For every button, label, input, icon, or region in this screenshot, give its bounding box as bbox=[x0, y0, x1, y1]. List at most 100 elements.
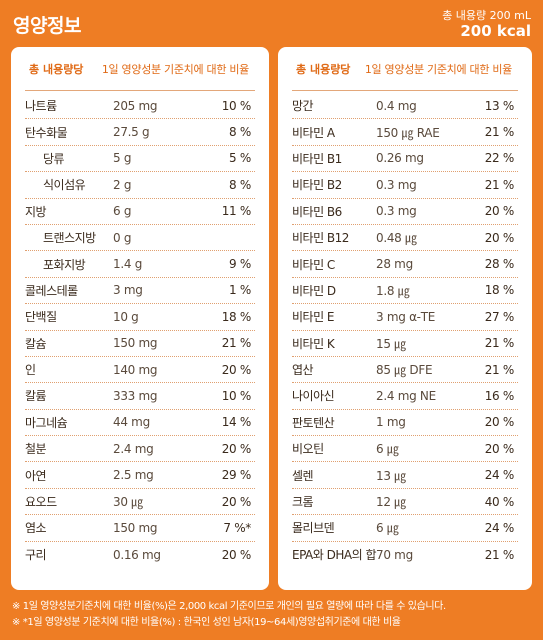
nutrient-percent: 29 % bbox=[221, 468, 252, 483]
nutrient-name: 식이섬유 bbox=[43, 178, 86, 193]
nutrient-amount: 0.4 mg bbox=[376, 98, 417, 113]
nutrient-name: 엽산 bbox=[292, 363, 314, 378]
nutrient-row: 비타민 A 150 ㎍ RAE 21 % bbox=[292, 119, 518, 146]
total-volume-label: 총 내용량 200 mL bbox=[442, 9, 531, 22]
nutrient-name: 콜레스테롤 bbox=[25, 283, 78, 298]
nutrient-amount: 6 g bbox=[113, 204, 132, 219]
footnote-2: ※ *1일 영양성분 기준치에 대한 비율(%) : 한국인 성인 남자(19~… bbox=[12, 617, 401, 628]
nutrient-row: 철분 2.4 mg 20 % bbox=[25, 436, 255, 463]
nutrient-amount: 70 mg bbox=[376, 547, 413, 562]
nutrient-amount: 28 mg bbox=[376, 257, 413, 272]
nutrient-row: 나트륨 205 mg 10 % bbox=[25, 93, 255, 120]
nutrient-percent: 28 % bbox=[484, 257, 515, 272]
nutrient-name: 마그네슘 bbox=[25, 415, 68, 430]
nutrient-amount: 30 ㎍ bbox=[113, 495, 143, 510]
nutrient-list-right: 망간 0.4 mg 13 % 비타민 A 150 ㎍ RAE 21 % 비타민 B1 0.26… bbox=[292, 93, 518, 568]
nutrient-amount: 0 g bbox=[113, 230, 132, 245]
nutrient-percent: 21 % bbox=[484, 336, 515, 351]
nutrient-percent: 20 % bbox=[221, 362, 252, 377]
nutrient-amount: 5 g bbox=[113, 151, 132, 166]
nutrient-amount: 140 mg bbox=[113, 362, 158, 377]
nutrient-name: 염소 bbox=[25, 521, 47, 536]
daily-value-header: 1일 영양성분 기준치에 대한 비율 bbox=[101, 62, 249, 76]
nutrient-row: 칼륨 333 mg 10 % bbox=[25, 383, 255, 410]
nutrient-name: 비타민 B12 bbox=[292, 231, 349, 246]
nutrient-name: 칼륨 bbox=[25, 389, 47, 404]
nutrient-percent: 10 % bbox=[221, 388, 252, 403]
nutrient-name: 탄수화물 bbox=[25, 125, 68, 140]
nutrient-amount: 10 g bbox=[113, 309, 139, 324]
nutrient-amount: 27.5 g bbox=[113, 125, 150, 140]
nutrient-amount: 2.4 mg bbox=[113, 441, 154, 456]
nutrient-percent: 16 % bbox=[484, 388, 515, 403]
nutrient-percent: 10 % bbox=[221, 98, 252, 113]
nutrient-name: 비타민 A bbox=[292, 125, 335, 140]
nutrient-percent: 21 % bbox=[484, 125, 515, 140]
nutrition-table-right: 총 내용량당 1일 영양성분 기준치에 대한 비율 망간 0.4 mg 13 % 비타… bbox=[278, 47, 532, 590]
calories-label: 200 kcal bbox=[460, 22, 531, 40]
nutrient-row: 나이아신 2.4 mg NE 16 % bbox=[292, 383, 518, 410]
nutrient-amount: 85 ㎍ DFE bbox=[376, 363, 433, 378]
nutrient-row: 콜레스테롤 3 mg 1 % bbox=[25, 278, 255, 305]
nutrient-percent: 22 % bbox=[484, 151, 515, 166]
nutrient-name: 칼슘 bbox=[25, 336, 47, 351]
nutrient-percent: 14 % bbox=[221, 415, 252, 430]
nutrient-row: 비타민 E 3 mg α-TE 27 % bbox=[292, 304, 518, 331]
nutrient-percent: 20 % bbox=[221, 441, 252, 456]
nutrient-percent: 21 % bbox=[484, 177, 515, 192]
nutrient-percent: 20 % bbox=[221, 494, 252, 509]
nutrient-percent: 20 % bbox=[484, 415, 515, 430]
nutrient-row: 비오틴 6 ㎍ 20 % bbox=[292, 436, 518, 463]
nutrient-row: 인 140 mg 20 % bbox=[25, 357, 255, 384]
nutrient-amount: 1.8 ㎍ bbox=[376, 283, 410, 298]
total-amount-header: 총 내용량당 bbox=[29, 62, 84, 76]
nutrient-amount: 1.4 g bbox=[113, 257, 143, 272]
nutrient-percent: 5 % bbox=[229, 151, 251, 166]
nutrient-row: EPA와 DHA의 합 70 mg 21 % bbox=[292, 542, 518, 568]
nutrient-name: 비타민 B6 bbox=[292, 204, 342, 219]
nutrient-percent: 18 % bbox=[484, 283, 515, 298]
nutrient-percent: 18 % bbox=[221, 309, 252, 324]
nutrient-amount: 2.5 mg bbox=[113, 468, 154, 483]
nutrient-percent: 7 %* bbox=[223, 520, 251, 535]
nutrient-amount: 12 ㎍ bbox=[376, 495, 406, 510]
nutrient-amount: 150 mg bbox=[113, 336, 158, 351]
nutrient-row: 칼슘 150 mg 21 % bbox=[25, 331, 255, 357]
nutrient-row: 아연 2.5 mg 29 % bbox=[25, 462, 255, 489]
nutrient-percent: 21 % bbox=[484, 547, 515, 562]
nutrient-row: 비타민 B6 0.3 mg 20 % bbox=[292, 199, 518, 225]
nutrient-amount: 0.16 mg bbox=[113, 547, 161, 562]
nutrient-amount: 0.48 ㎍ bbox=[376, 231, 417, 246]
table-header: 총 내용량당 1일 영양성분 기준치에 대한 비율 bbox=[292, 47, 518, 91]
nutrient-name: 크롬 bbox=[292, 495, 314, 510]
nutrient-row: 몰리브덴 6 ㎍ 24 % bbox=[292, 515, 518, 542]
nutrient-row: 식이섬유 2 g 8 % bbox=[25, 172, 255, 199]
nutrient-row: 비타민 B2 0.3 mg 21 % bbox=[292, 172, 518, 199]
nutrient-row: 탄수화물 27.5 g 8 % bbox=[25, 119, 255, 146]
nutrient-amount: 2.4 mg NE bbox=[376, 388, 436, 403]
nutrient-name: 아연 bbox=[25, 468, 47, 483]
nutrient-amount: 333 mg bbox=[113, 388, 158, 403]
nutrient-percent: 21 % bbox=[484, 362, 515, 377]
nutrient-name: 철분 bbox=[25, 442, 47, 457]
nutrient-percent: 20 % bbox=[484, 230, 515, 245]
nutrient-amount: 15 ㎍ bbox=[376, 336, 406, 351]
nutrient-name: 트랜스지방 bbox=[43, 231, 96, 246]
nutrient-row: 크롬 12 ㎍ 40 % bbox=[292, 489, 518, 516]
nutrient-name: 망간 bbox=[292, 99, 314, 114]
nutrient-percent: 1 % bbox=[229, 283, 251, 298]
nutrient-amount: 150 mg bbox=[113, 520, 158, 535]
nutrient-row: 당류 5 g 5 % bbox=[25, 146, 255, 173]
nutrient-percent: 20 % bbox=[484, 204, 515, 219]
nutrient-row: 비타민 B1 0.26 mg 22 % bbox=[292, 146, 518, 173]
nutrient-row: 엽산 85 ㎍ DFE 21 % bbox=[292, 357, 518, 384]
nutrient-name: 비타민 D bbox=[292, 283, 336, 298]
nutrient-name: 구리 bbox=[25, 548, 47, 563]
nutrient-percent: 8 % bbox=[229, 177, 251, 192]
nutrient-list-left: 나트륨 205 mg 10 % 탄수화물 27.5 g 8 % 당류 5 g 5 % 식이섬유 2 … bbox=[25, 93, 255, 568]
nutrient-name: 단백질 bbox=[25, 310, 57, 325]
nutrient-row: 비타민 B12 0.48 ㎍ 20 % bbox=[292, 225, 518, 252]
nutrient-name: 지방 bbox=[25, 204, 47, 219]
nutrient-name: 나트륨 bbox=[25, 99, 57, 114]
nutrient-row: 요오드 30 ㎍ 20 % bbox=[25, 489, 255, 516]
